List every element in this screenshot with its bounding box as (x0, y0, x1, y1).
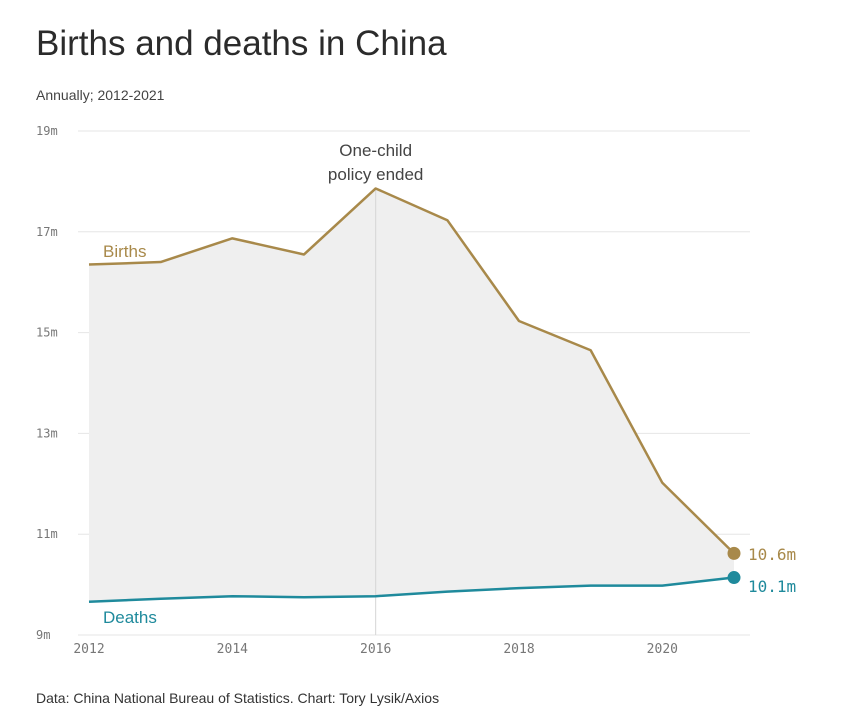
y-tick-label: 13m (36, 426, 58, 440)
end-point-births (727, 546, 741, 560)
gap-area-fill (89, 188, 734, 602)
annotation-group: One-child policy ended (328, 141, 423, 635)
x-tick-label: 2016 (360, 642, 391, 657)
x-axis-ticks: 2012 2014 2016 2018 2020 (73, 642, 678, 657)
x-tick-label: 2020 (647, 642, 678, 657)
chart-subtitle: Annually; 2012-2021 (36, 87, 165, 103)
gap-area (89, 188, 734, 602)
y-tick-label: 15m (36, 326, 58, 340)
series-name-deaths: Deaths (103, 608, 157, 627)
y-tick-label: 11m (36, 527, 58, 541)
chart-title: Births and deaths in China (36, 24, 447, 63)
x-tick-label: 2018 (503, 642, 534, 657)
y-tick-label: 19m (36, 124, 58, 138)
end-label-births: 10.6m (748, 545, 796, 564)
series-line-deaths (88, 576, 735, 603)
y-tick-label: 17m (36, 225, 58, 239)
series-name-births: Births (103, 242, 146, 261)
y-axis-ticks: 9m 11m 13m 15m 17m 19m (36, 124, 58, 642)
annotation-text: policy ended (328, 165, 423, 184)
source-note: Data: China National Bureau of Statistic… (36, 690, 440, 706)
series-line-births (88, 187, 735, 555)
y-tick-label: 9m (36, 628, 50, 642)
series-lines (88, 187, 741, 603)
x-tick-label: 2014 (217, 642, 248, 657)
annotation-text: One-child (339, 141, 412, 160)
x-tick-label: 2012 (73, 642, 104, 657)
end-point-deaths (727, 571, 741, 585)
series-labels: Births 10.6m Deaths 10.1m (103, 242, 796, 627)
end-label-deaths: 10.1m (748, 577, 796, 596)
